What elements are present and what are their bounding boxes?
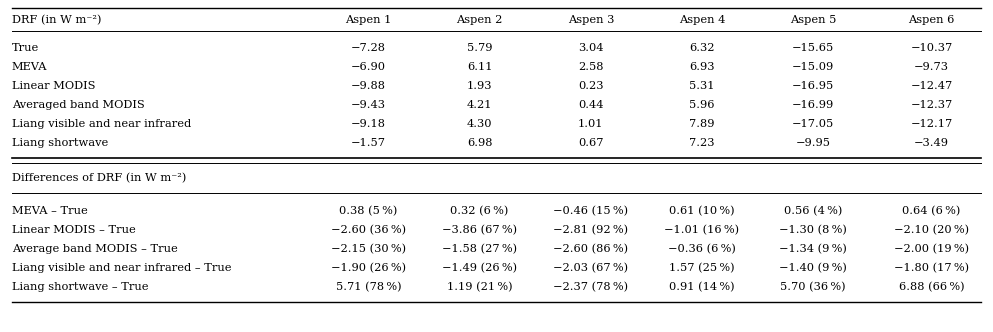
- Text: −0.36 (6 %): −0.36 (6 %): [668, 244, 736, 254]
- Text: −1.40 (9 %): −1.40 (9 %): [780, 263, 847, 273]
- Text: 0.44: 0.44: [578, 100, 604, 110]
- Text: −3.49: −3.49: [914, 138, 949, 148]
- Text: 5.96: 5.96: [689, 100, 715, 110]
- Text: 1.19 (21 %): 1.19 (21 %): [447, 282, 512, 292]
- Text: Average band MODIS – True: Average band MODIS – True: [12, 244, 178, 254]
- Text: Aspen 6: Aspen 6: [909, 15, 954, 25]
- Text: −12.37: −12.37: [911, 100, 952, 110]
- Text: −9.88: −9.88: [351, 81, 386, 91]
- Text: −2.00 (19 %): −2.00 (19 %): [894, 244, 969, 254]
- Text: 1.01: 1.01: [578, 119, 604, 129]
- Text: −0.46 (15 %): −0.46 (15 %): [553, 206, 629, 216]
- Text: 0.67: 0.67: [578, 138, 604, 148]
- Text: Liang visible and near infrared – True: Liang visible and near infrared – True: [12, 263, 231, 273]
- Text: 0.23: 0.23: [578, 81, 604, 91]
- Text: Liang shortwave – True: Liang shortwave – True: [12, 282, 148, 292]
- Text: 6.11: 6.11: [467, 62, 493, 72]
- Text: Linear MODIS: Linear MODIS: [12, 81, 95, 91]
- Text: 0.38 (5 %): 0.38 (5 %): [340, 206, 397, 216]
- Text: 1.93: 1.93: [467, 81, 493, 91]
- Text: 6.32: 6.32: [689, 43, 715, 53]
- Text: 7.23: 7.23: [689, 138, 715, 148]
- Text: 6.98: 6.98: [467, 138, 493, 148]
- Text: Aspen 5: Aspen 5: [790, 15, 836, 25]
- Text: 7.89: 7.89: [689, 119, 715, 129]
- Text: −9.95: −9.95: [795, 138, 831, 148]
- Text: −2.60 (36 %): −2.60 (36 %): [331, 225, 406, 235]
- Text: −9.18: −9.18: [351, 119, 386, 129]
- Text: −1.49 (26 %): −1.49 (26 %): [442, 263, 517, 273]
- Text: DRF (in W m⁻²): DRF (in W m⁻²): [12, 15, 101, 25]
- Text: −16.99: −16.99: [792, 100, 834, 110]
- Text: 4.30: 4.30: [467, 119, 493, 129]
- Text: −3.86 (67 %): −3.86 (67 %): [442, 225, 517, 235]
- Text: 0.56 (4 %): 0.56 (4 %): [784, 206, 842, 216]
- Text: −12.17: −12.17: [911, 119, 952, 129]
- Text: Linear MODIS – True: Linear MODIS – True: [12, 225, 136, 235]
- Text: −1.01 (16 %): −1.01 (16 %): [664, 225, 740, 235]
- Text: −16.95: −16.95: [792, 81, 834, 91]
- Text: MEVA – True: MEVA – True: [12, 206, 87, 216]
- Text: Liang shortwave: Liang shortwave: [12, 138, 108, 148]
- Text: −12.47: −12.47: [911, 81, 952, 91]
- Text: −10.37: −10.37: [911, 43, 952, 53]
- Text: −15.65: −15.65: [792, 43, 834, 53]
- Text: −1.57: −1.57: [351, 138, 386, 148]
- Text: −9.43: −9.43: [351, 100, 386, 110]
- Text: −1.90 (26 %): −1.90 (26 %): [331, 263, 406, 273]
- Text: 5.79: 5.79: [467, 43, 493, 53]
- Text: 2.58: 2.58: [578, 62, 604, 72]
- Text: 6.93: 6.93: [689, 62, 715, 72]
- Text: 3.04: 3.04: [578, 43, 604, 53]
- Text: Averaged band MODIS: Averaged band MODIS: [12, 100, 145, 110]
- Text: Differences of DRF (in W m⁻²): Differences of DRF (in W m⁻²): [12, 173, 187, 183]
- Text: −2.10 (20 %): −2.10 (20 %): [894, 225, 969, 235]
- Text: −1.30 (8 %): −1.30 (8 %): [780, 225, 847, 235]
- Text: 0.91 (14 %): 0.91 (14 %): [669, 282, 735, 292]
- Text: −2.03 (67 %): −2.03 (67 %): [553, 263, 629, 273]
- Text: −9.73: −9.73: [914, 62, 949, 72]
- Text: 0.64 (6 %): 0.64 (6 %): [903, 206, 960, 216]
- Text: 4.21: 4.21: [467, 100, 493, 110]
- Text: True: True: [12, 43, 39, 53]
- Text: −17.05: −17.05: [792, 119, 834, 129]
- Text: −7.28: −7.28: [351, 43, 386, 53]
- Text: 1.57 (25 %): 1.57 (25 %): [669, 263, 735, 273]
- Text: −6.90: −6.90: [351, 62, 386, 72]
- Text: −1.80 (17 %): −1.80 (17 %): [894, 263, 969, 273]
- Text: Aspen 2: Aspen 2: [457, 15, 502, 25]
- Text: 6.88 (66 %): 6.88 (66 %): [899, 282, 964, 292]
- Text: Liang visible and near infrared: Liang visible and near infrared: [12, 119, 192, 129]
- Text: 5.70 (36 %): 5.70 (36 %): [780, 282, 846, 292]
- Text: −2.15 (30 %): −2.15 (30 %): [331, 244, 406, 254]
- Text: −2.60 (86 %): −2.60 (86 %): [553, 244, 629, 254]
- Text: −2.81 (92 %): −2.81 (92 %): [553, 225, 629, 235]
- Text: Aspen 4: Aspen 4: [679, 15, 725, 25]
- Text: −15.09: −15.09: [792, 62, 834, 72]
- Text: MEVA: MEVA: [12, 62, 48, 72]
- Text: −1.34 (9 %): −1.34 (9 %): [780, 244, 847, 254]
- Text: Aspen 3: Aspen 3: [568, 15, 614, 25]
- Text: −2.37 (78 %): −2.37 (78 %): [553, 282, 629, 292]
- Text: 5.71 (78 %): 5.71 (78 %): [336, 282, 401, 292]
- Text: Aspen 1: Aspen 1: [346, 15, 391, 25]
- Text: 0.61 (10 %): 0.61 (10 %): [669, 206, 735, 216]
- Text: −1.58 (27 %): −1.58 (27 %): [442, 244, 517, 254]
- Text: 5.31: 5.31: [689, 81, 715, 91]
- Text: 0.32 (6 %): 0.32 (6 %): [451, 206, 508, 216]
